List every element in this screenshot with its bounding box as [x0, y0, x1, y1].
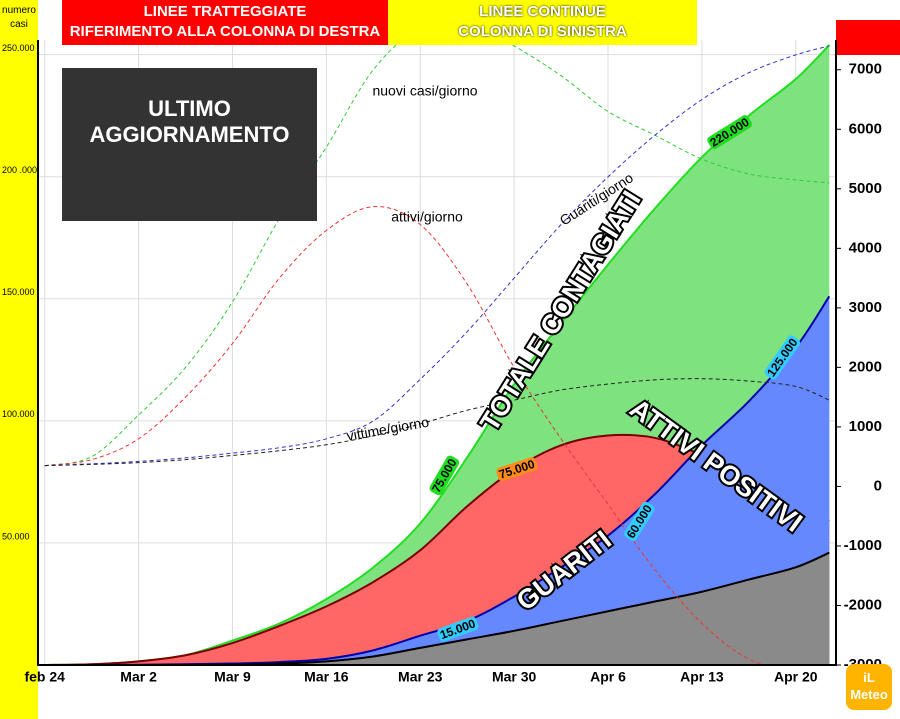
annotation-bg — [496, 457, 538, 482]
badge-text: ULTIMO AGGIORNAMENTO — [89, 96, 290, 147]
annotation-bg — [764, 335, 801, 380]
y-axis-title: numero casi — [2, 5, 36, 30]
y2-tick-label: 4000 — [849, 239, 882, 256]
y2-tick-label: 3000 — [849, 299, 882, 316]
x-tick-label: Mar 16 — [304, 669, 349, 685]
y-tick-label: 50.000 — [2, 531, 30, 541]
x-tick-label: Mar 30 — [492, 669, 537, 685]
note-dashed: LINEE TRATTEGGIATE RIFERIMENTO ALLA COLO… — [62, 0, 388, 45]
x-tick-label: Mar 23 — [398, 669, 443, 685]
series-label: attivi/giorno — [391, 209, 463, 225]
y2-tick-label: 6000 — [849, 120, 882, 137]
y-tick-label: 200 .000 — [2, 165, 37, 175]
left-strip — [0, 0, 38, 719]
x-tick-label: Mar 9 — [214, 669, 251, 685]
y2-tick-label: 2000 — [849, 358, 882, 375]
y2-tick-label: 1000 — [849, 418, 882, 435]
annotation-bg — [707, 115, 753, 150]
dashed-line — [44, 45, 830, 467]
x-tick-label: Mar 2 — [120, 669, 157, 685]
annotation-bg — [437, 616, 479, 642]
area-fill — [44, 552, 830, 665]
dashed-line — [44, 40, 830, 467]
badge: ULTIMO AGGIORNAMENTO — [62, 68, 317, 221]
y2-tick-label: 0 — [874, 477, 882, 494]
right-strip — [836, 20, 900, 55]
y-tick-label: 250.000 — [2, 43, 35, 53]
y2-tick-label: 7000 — [849, 61, 882, 78]
x-tick-label: feb 24 — [24, 669, 65, 685]
series-label: nuovi casi/giorno — [372, 83, 477, 99]
x-tick-label: Apr 20 — [774, 669, 818, 685]
note-solid: LINEE CONTINUE COLONNA DI SINISTRA — [388, 0, 697, 45]
dashed-line — [44, 206, 767, 665]
y2-tick-label: -2000 — [844, 596, 882, 613]
brand-logo: iL Meteo — [846, 664, 892, 710]
y-tick-label: 150.000 — [2, 287, 35, 297]
x-tick-label: Apr 6 — [590, 669, 626, 685]
series-label: vittime/giorno — [345, 414, 430, 444]
annotation-bg — [624, 501, 655, 542]
x-tick-label: Apr 13 — [680, 669, 724, 685]
y-tick-label: 100.000 — [2, 409, 35, 419]
y2-tick-label: 5000 — [849, 180, 882, 197]
area-fill — [44, 296, 830, 665]
y2-tick-label: -1000 — [844, 537, 882, 554]
annotation-bg — [429, 455, 460, 496]
plot — [44, 40, 831, 665]
plot-border — [37, 40, 837, 666]
